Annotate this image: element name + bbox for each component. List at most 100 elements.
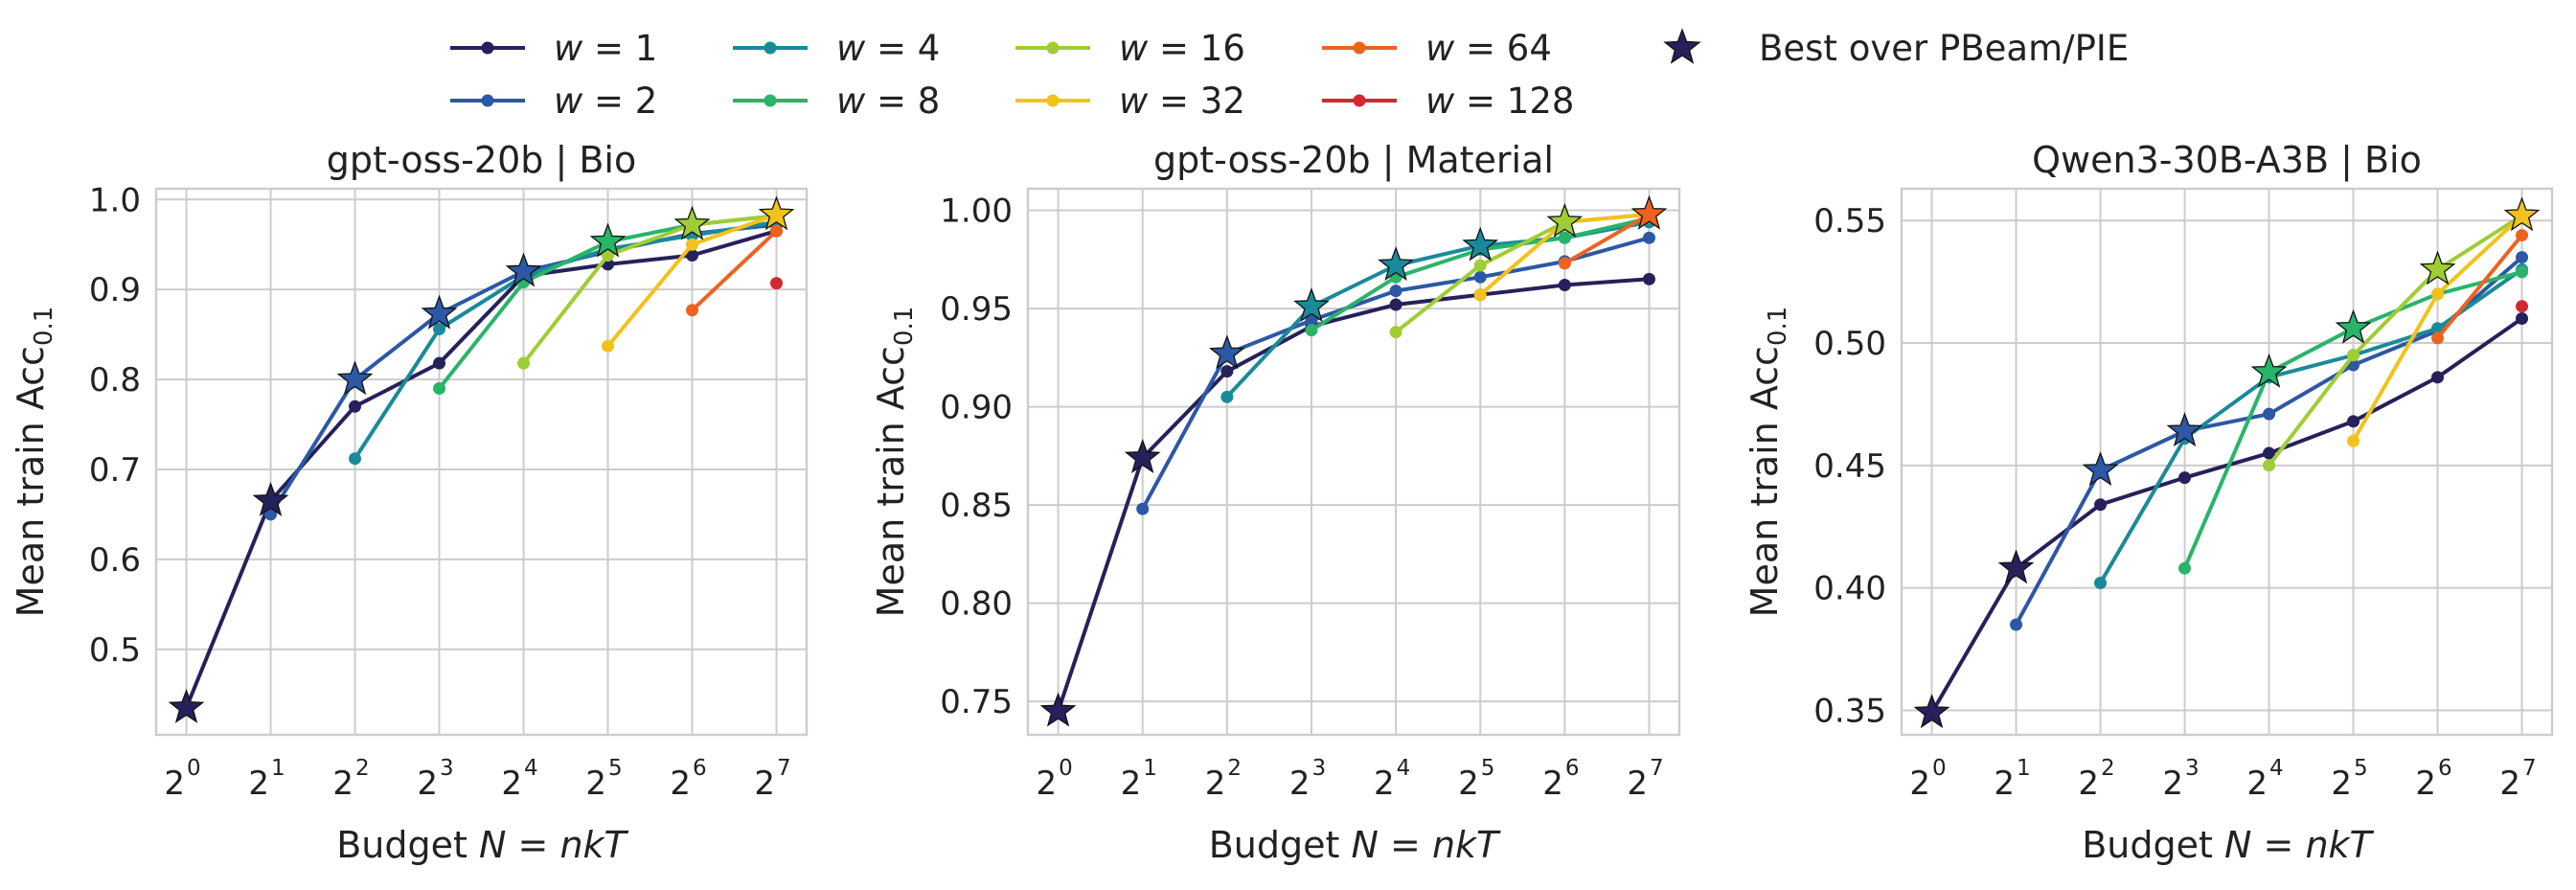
series-w-64-line xyxy=(1563,212,1651,265)
best-star-icon xyxy=(1124,439,1161,473)
x-tick-label: 24 xyxy=(501,756,537,803)
x-tick-label: 25 xyxy=(2331,756,2367,803)
legend-marker xyxy=(481,41,494,55)
legend-entry-w-32: w = 32 xyxy=(1015,80,1245,122)
legend-label: w = 64 xyxy=(1425,28,1552,69)
x-tick-label: 26 xyxy=(670,756,706,803)
x-tick-label: 21 xyxy=(1121,756,1157,803)
data-point xyxy=(349,452,362,466)
x-tick-label: 23 xyxy=(1289,756,1326,803)
legend-entry-w-128: w = 128 xyxy=(1322,80,1574,122)
y-tick-label: 0.7 xyxy=(89,451,141,490)
best-star-icon xyxy=(1039,692,1077,727)
best-star-icon xyxy=(758,195,795,231)
data-point xyxy=(2263,446,2276,460)
x-tick-label: 24 xyxy=(1374,756,1410,803)
series-w-64-line xyxy=(691,229,778,312)
data-point xyxy=(2516,300,2529,313)
data-point xyxy=(2263,459,2276,472)
plot-frame xyxy=(1900,187,2554,737)
data-point xyxy=(1389,326,1402,339)
x-tick-label: 26 xyxy=(2415,756,2451,803)
x-tick-label: 22 xyxy=(2078,756,2114,803)
data-point xyxy=(517,356,531,370)
series-w-1-line xyxy=(1929,316,2523,715)
data-point xyxy=(2347,415,2360,428)
x-tick-label: 20 xyxy=(1036,756,1072,803)
legend-label: w = 128 xyxy=(1425,80,1574,122)
legend-marker xyxy=(1046,41,1060,55)
series-w-4 xyxy=(2094,262,2529,590)
y-axis-label: Mean train Acc0.1 xyxy=(10,307,58,618)
y-tick-label: 0.85 xyxy=(940,487,1013,525)
best-markers xyxy=(1913,196,2541,729)
series-w-4-line xyxy=(2098,267,2523,584)
best-star-icon xyxy=(589,222,627,258)
y-tick-label: 0.75 xyxy=(940,683,1013,721)
best-star-icon xyxy=(1913,694,1950,729)
data-point xyxy=(602,248,615,262)
y-tick-label: 0.90 xyxy=(940,389,1013,427)
data-point xyxy=(686,304,699,317)
y-axis-label: Mean train Acc0.1 xyxy=(870,307,919,618)
legend-marker xyxy=(764,94,777,107)
data-point xyxy=(1305,324,1318,337)
plot-frame xyxy=(1026,187,1681,737)
x-tick-label: 27 xyxy=(754,756,790,803)
y-tick-label: 0.8 xyxy=(89,361,141,399)
x-axis-label: Budget N = nkT xyxy=(336,824,628,866)
best-star-icon xyxy=(168,688,205,723)
gridlines xyxy=(156,189,807,735)
gridlines xyxy=(1902,189,2552,735)
legend-marker xyxy=(1353,41,1366,55)
series-w-16-line xyxy=(521,214,777,365)
best-star-icon xyxy=(2082,451,2119,487)
data-point xyxy=(1642,272,1655,285)
series-w-1-line xyxy=(184,229,778,709)
chart-panel-2: 0.75 0.80 0.85 0.90 0.95 1.00 20 21 22 23 24 25 26 27… xyxy=(870,139,1681,866)
data-point xyxy=(602,339,615,353)
series-w-4 xyxy=(1220,216,1655,403)
best-star-icon xyxy=(1293,287,1330,323)
data-point xyxy=(2094,498,2108,512)
data-point xyxy=(2516,251,2529,264)
data-point xyxy=(433,356,446,370)
data-point xyxy=(1389,298,1402,311)
y-axis-label: Mean train Acc0.1 xyxy=(1744,307,1792,618)
chart-title: gpt-oss-20b | Bio xyxy=(327,139,636,182)
best-star-icon xyxy=(1546,202,1584,238)
y-tick-label: 0.80 xyxy=(940,585,1013,624)
data-point xyxy=(2010,618,2023,631)
series-w-4-line xyxy=(1225,219,1650,399)
x-tick-label: 22 xyxy=(332,756,369,803)
best-star-icon xyxy=(421,294,458,330)
x-tick-label: 24 xyxy=(2246,756,2283,803)
x-tick-label: 20 xyxy=(164,756,200,803)
data-point xyxy=(2347,349,2360,362)
x-axis-label: Budget N = nkT xyxy=(2082,824,2374,866)
data-point xyxy=(1220,390,1234,403)
x-tick-label: 27 xyxy=(1627,756,1663,803)
data-point xyxy=(2516,311,2529,325)
best-star-icon xyxy=(1208,334,1245,370)
legend-label: w = 1 xyxy=(554,28,657,69)
data-point xyxy=(433,322,446,335)
chart-panels: 0.5 0.6 0.7 0.8 0.9 1.0 20 21 22 23 24 25 26 27 gpt-os… xyxy=(10,139,2554,866)
data-point xyxy=(2431,287,2445,301)
x-tick-label: 22 xyxy=(1205,756,1242,803)
data-point xyxy=(2347,434,2360,447)
best-star-icon xyxy=(2419,250,2456,285)
x-tick-label: 27 xyxy=(2499,756,2536,803)
best-markers xyxy=(1039,194,1668,727)
plot-frame xyxy=(154,187,809,737)
best-star-icon xyxy=(1462,226,1499,262)
y-tick-label: 0.40 xyxy=(1813,570,1886,608)
x-tick-label: 21 xyxy=(1994,756,2030,803)
data-point xyxy=(2516,229,2529,242)
x-axis-label: Budget N = nkT xyxy=(1209,824,1501,866)
legend-marker xyxy=(1353,94,1366,107)
legend-label: w = 8 xyxy=(836,80,940,122)
series-w-64 xyxy=(686,224,784,317)
x-tick-label: 23 xyxy=(2162,756,2199,803)
series-w-4 xyxy=(349,216,784,466)
